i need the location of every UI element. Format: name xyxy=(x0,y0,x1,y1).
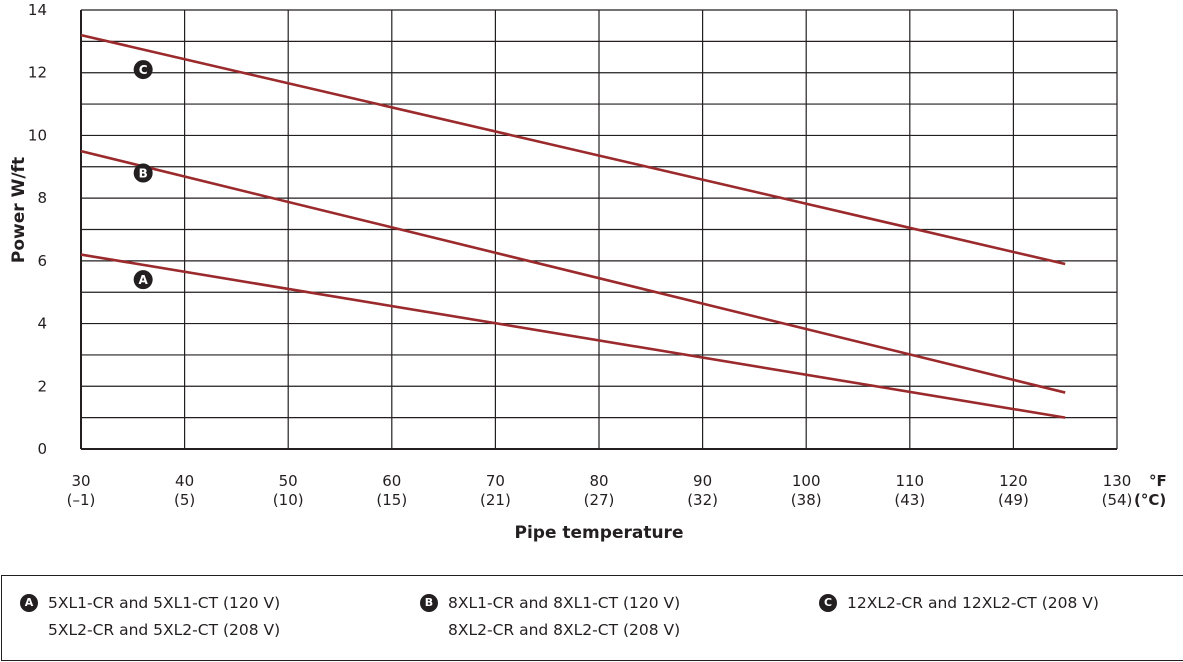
legend-a-line-2: 5XL2-CR and 5XL2-CT (208 V) xyxy=(48,621,281,639)
x-tick-label: 70 xyxy=(486,472,505,490)
marker-b-icon: B xyxy=(420,594,438,612)
y-tick-label: 4 xyxy=(37,315,47,333)
x-tick-label: 110 xyxy=(895,472,924,490)
legend-a-line-1: 5XL1-CR and 5XL1-CT (120 V) xyxy=(48,594,281,612)
x-tick-label-celsius: (21) xyxy=(480,491,511,509)
series-line-b xyxy=(80,149,1066,394)
x-tick-label-celsius: (10) xyxy=(273,491,304,509)
x-tick-label: 60 xyxy=(382,472,401,490)
series-marker-label-b: B xyxy=(139,167,148,181)
y-tick-label: 8 xyxy=(37,189,47,207)
x-tick-label-celsius: (43) xyxy=(894,491,925,509)
series-marker-c xyxy=(133,60,153,80)
x-tick-label-celsius: (49) xyxy=(998,491,1029,509)
legend-b-line-2: 8XL2-CR and 8XL2-CT (208 V) xyxy=(448,621,681,639)
series-marker-b xyxy=(133,163,153,183)
x-tick-label-celsius: (32) xyxy=(687,491,718,509)
legend-entry-c: C 12XL2-CR and 12XL2-CT (208 V) xyxy=(819,590,1099,617)
x-axis-title: Pipe temperature xyxy=(515,523,684,543)
x-tick-label-celsius: (15) xyxy=(376,491,407,509)
series-marker-a xyxy=(133,270,153,290)
x-tick-label-celsius: (5) xyxy=(174,491,195,509)
x-tick-label: 90 xyxy=(693,472,712,490)
legend-c-line-1: 12XL2-CR and 12XL2-CT (208 V) xyxy=(847,594,1099,612)
y-tick-label: 2 xyxy=(37,377,47,395)
legend: A 5XL1-CR and 5XL1-CT (120 V) 5XL2-CR an… xyxy=(1,575,1183,661)
series-line-a xyxy=(80,253,1066,419)
x-tick-label: 50 xyxy=(279,472,298,490)
x-tick-label: 40 xyxy=(175,472,194,490)
series-marker-label-a: A xyxy=(139,273,149,287)
legend-entry-a: A 5XL1-CR and 5XL1-CT (120 V) 5XL2-CR an… xyxy=(20,590,280,644)
series-marker-label-c: C xyxy=(139,63,148,77)
tick-labels: 0 2 4 6 8 10 12 14 30(–1) 40(5) 50(10) 60(15) 70(21)… xyxy=(28,1,1132,509)
x-tick-label: 120 xyxy=(999,472,1028,490)
x-tick-label: 100 xyxy=(792,472,821,490)
y-tick-label: 10 xyxy=(28,126,47,144)
x-tick-label: 30 xyxy=(71,472,90,490)
x-tick-label-celsius: (27) xyxy=(584,491,615,509)
x-tick-label-celsius: (54) xyxy=(1102,491,1133,509)
legend-b-line-1: 8XL1-CR and 8XL1-CT (120 V) xyxy=(448,594,681,612)
y-axis-title: Power W/ft xyxy=(9,157,29,263)
series-lines xyxy=(80,33,1066,419)
x-tick-label-celsius: (–1) xyxy=(67,491,96,509)
y-tick-label: 6 xyxy=(37,252,47,270)
x-unit-secondary-label: (°C) xyxy=(1134,491,1166,509)
grid xyxy=(81,9,1118,449)
y-tick-label: 14 xyxy=(28,1,47,19)
x-tick-label: 130 xyxy=(1103,472,1132,490)
x-tick-label: 80 xyxy=(589,472,608,490)
x-tick-label-celsius: (38) xyxy=(791,491,822,509)
x-unit-label: °F xyxy=(1149,472,1167,490)
marker-a-icon: A xyxy=(20,594,38,612)
power-chart: 0 2 4 6 8 10 12 14 30(–1) 40(5) 50(10) 60(15) 70(21)… xyxy=(9,1,1167,543)
series-markers: A B C xyxy=(133,60,153,290)
y-tick-label: 0 xyxy=(37,440,47,458)
legend-entry-b: B 8XL1-CR and 8XL1-CT (120 V) 8XL2-CR an… xyxy=(420,590,680,644)
y-tick-label: 12 xyxy=(28,64,47,82)
axes xyxy=(80,10,1117,450)
series-line-c xyxy=(80,33,1066,266)
marker-c-icon: C xyxy=(819,594,837,612)
